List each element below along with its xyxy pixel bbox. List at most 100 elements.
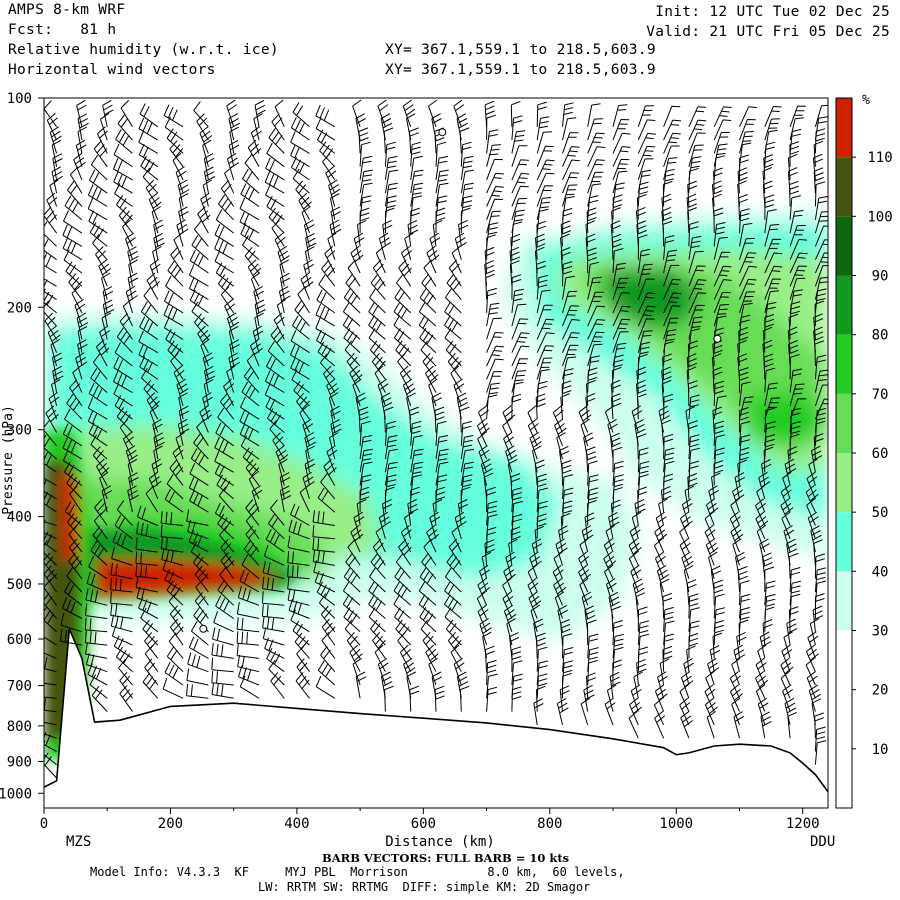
x-tick-label: 400 [284, 816, 309, 832]
wind-barb [44, 419, 57, 447]
wind-barb [479, 617, 492, 646]
colorbar-swatch [836, 571, 852, 631]
wind-barb [167, 260, 184, 287]
wind-barb [663, 292, 682, 314]
wind-barb [478, 405, 489, 433]
wind-barb [244, 153, 260, 181]
wind-barb [67, 180, 83, 207]
wind-barb [102, 286, 114, 313]
wind-barb [320, 605, 336, 633]
wind-barb [404, 511, 414, 539]
wind-barb [630, 564, 642, 593]
wind-barb [77, 126, 87, 154]
wind-barb [299, 405, 310, 433]
wind-barb [434, 685, 445, 712]
wind-barb [511, 172, 530, 194]
wind-barb [486, 172, 504, 194]
wind-barb [560, 220, 571, 247]
wind-barb [763, 446, 774, 473]
wind-barb [410, 169, 424, 194]
wind-barb [396, 273, 412, 300]
wind-barb [135, 564, 158, 580]
wind-barb [536, 513, 547, 539]
wind-barb [587, 319, 606, 340]
wind-barb [688, 420, 698, 446]
wind-barb [637, 620, 650, 646]
wind-barb [654, 684, 668, 712]
wind-barb [214, 436, 234, 460]
wind-barb [814, 265, 828, 287]
wind-barb [148, 471, 162, 500]
wind-barb [204, 166, 216, 194]
colorbar-swatch [836, 157, 852, 217]
wind-barb [358, 127, 369, 154]
wind-barb [713, 279, 732, 300]
wind-barb [587, 367, 598, 393]
y-tick-label: 300 [7, 423, 32, 439]
wind-barb [813, 433, 824, 460]
wind-barb [587, 171, 604, 194]
wind-barb [637, 305, 656, 327]
wind-barb [215, 209, 235, 234]
wind-barb [305, 232, 317, 260]
wind-barb [435, 420, 447, 446]
wind-barb [814, 196, 828, 220]
wind-barb [486, 526, 497, 553]
wind-barb [84, 630, 108, 646]
wind-barb [789, 210, 804, 234]
wind-barb [122, 431, 134, 460]
wind-barb [562, 102, 574, 127]
wind-barb [814, 104, 828, 127]
wind-barb [151, 206, 161, 234]
wind-barb [536, 116, 550, 141]
wind-barb [713, 434, 726, 460]
wind-barb [435, 207, 446, 234]
wind-barb [663, 264, 680, 287]
wind-barb [401, 245, 413, 274]
colorbar-tick-label: 50 [872, 505, 889, 521]
wind-barb [384, 435, 398, 460]
wind-barb [88, 555, 108, 580]
wind-barb [346, 352, 361, 380]
wind-barb [213, 611, 234, 633]
wind-barb [764, 382, 778, 406]
wind-barb [637, 263, 653, 287]
wind-barb [536, 220, 547, 247]
wind-barb [713, 251, 731, 274]
wind-barb [456, 113, 468, 141]
wind-barb [44, 682, 57, 686]
wind-barb [553, 578, 567, 606]
wind-barb [217, 407, 235, 433]
wind-barb [755, 684, 766, 712]
wind-barb [604, 564, 614, 593]
wind-barb [511, 358, 529, 380]
wind-barb [66, 473, 83, 500]
wind-barb [612, 331, 629, 353]
wind-barb [527, 418, 539, 447]
wind-barb [186, 683, 209, 699]
wind-barb [511, 159, 529, 181]
wind-barb [99, 471, 109, 500]
wind-barb [637, 132, 656, 154]
wind-barb [214, 462, 234, 487]
wind-barb [302, 418, 314, 446]
wind-barb [63, 210, 83, 234]
wind-barb [604, 697, 616, 726]
wind-barb [176, 219, 189, 247]
wind-barb [87, 184, 108, 207]
wind-barb [587, 474, 599, 499]
wind-barb [764, 238, 782, 260]
wind-barb [459, 127, 470, 154]
wind-barb [630, 684, 642, 712]
wind-barb [454, 511, 467, 539]
wind-barb [460, 420, 472, 446]
wind-barb [44, 656, 57, 673]
wind-barb [268, 659, 285, 686]
wind-barb [292, 102, 310, 128]
wind-barb [418, 301, 437, 327]
wind-barb [764, 224, 780, 247]
wind-barb [303, 219, 315, 247]
wind-barb [435, 182, 449, 207]
wind-barb [662, 180, 673, 207]
wind-barb [739, 291, 756, 314]
